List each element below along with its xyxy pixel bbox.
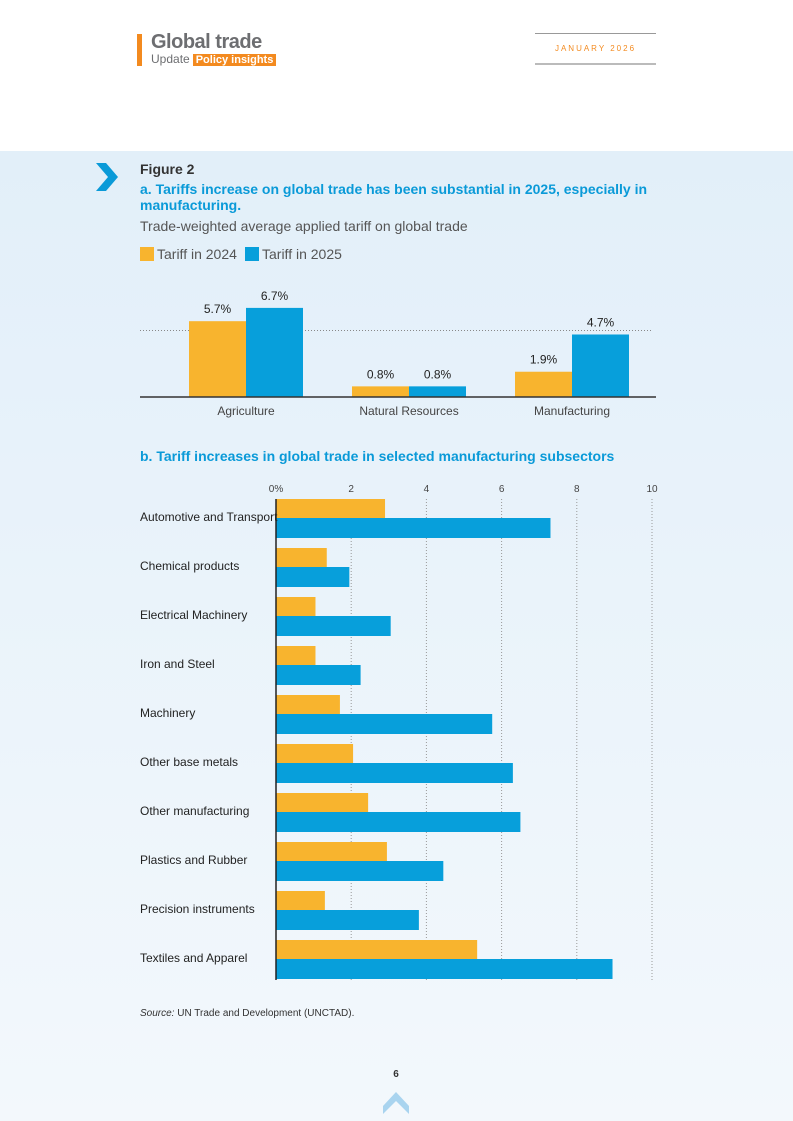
data-label: 1.9% <box>530 353 558 367</box>
tick-label: 8 <box>574 484 580 495</box>
category-label: Precision instruments <box>140 902 255 916</box>
category-label: Electrical Machinery <box>140 608 247 622</box>
bar-2024 <box>276 891 325 910</box>
bar-2025 <box>276 567 350 587</box>
bar-2025 <box>276 812 521 832</box>
tick-label: 4 <box>424 484 430 495</box>
chevron-right-icon <box>96 163 118 191</box>
category-label: Iron and Steel <box>140 657 215 671</box>
category-label: Other manufacturing <box>140 804 249 818</box>
data-label: 6.7% <box>261 289 289 303</box>
chart-a-title: a. Tariffs increase on global trade has … <box>140 181 648 213</box>
category-label: Automotive and Transport <box>140 510 278 524</box>
bar-2024 <box>189 321 246 397</box>
bar-2024 <box>276 597 316 616</box>
brand-bar <box>137 34 142 66</box>
category-label: Machinery <box>140 706 195 720</box>
bar-2025 <box>572 334 629 397</box>
tick-label: 2 <box>348 484 354 495</box>
data-label: 4.7% <box>587 315 615 329</box>
source-note: Source: UN Trade and Development (UNCTAD… <box>140 1008 354 1019</box>
legend-2024: Tariff in 2024 <box>140 246 237 262</box>
legend-label-2024: Tariff in 2024 <box>157 246 237 262</box>
bar-2025 <box>276 763 513 783</box>
data-label: 0.8% <box>424 367 452 381</box>
bar-2025 <box>276 518 551 538</box>
bar-2024 <box>276 499 386 518</box>
tick-label: 10 <box>646 484 658 495</box>
bar-2025 <box>276 616 391 636</box>
bar-2024 <box>276 940 478 959</box>
data-label: 5.7% <box>204 302 232 316</box>
bar-2024 <box>276 793 369 812</box>
legend-swatch-2024 <box>140 247 154 261</box>
figure-label: Figure 2 <box>140 161 195 177</box>
bar-2025 <box>409 386 466 397</box>
bar-2024 <box>276 548 327 567</box>
chart-b-title: b. Tariff increases in global trade in s… <box>140 448 615 464</box>
brand-title: Global trade <box>151 31 262 53</box>
bar-2025 <box>276 861 444 881</box>
bar-2024 <box>276 646 316 665</box>
legend-2025: Tariff in 2025 <box>245 246 342 262</box>
chart-a-subtitle: Trade-weighted average applied tariff on… <box>140 218 468 234</box>
chart-a: 5.7% 6.7% Agriculture 0.8% 0.8% Natural Resou… <box>140 289 656 418</box>
bar-2025 <box>276 910 419 930</box>
source-label: Source: <box>140 1008 175 1019</box>
category-label: Manufacturing <box>534 404 610 418</box>
bar-2024 <box>515 371 572 397</box>
bar-2024 <box>276 842 387 861</box>
legend-swatch-2025 <box>245 247 259 261</box>
data-label: 0.8% <box>367 367 395 381</box>
bar-2025 <box>246 307 303 397</box>
source-text: UN Trade and Development (UNCTAD). <box>174 1008 355 1019</box>
category-label: Other base metals <box>140 755 238 769</box>
update-label: Update <box>151 52 190 66</box>
bar-2025 <box>276 665 361 685</box>
category-label: Natural Resources <box>359 404 458 418</box>
issue-date: JANUARY 2026 <box>535 33 656 65</box>
category-label: Chemical products <box>140 559 239 573</box>
tick-label: 6 <box>499 484 505 495</box>
category-label: Agriculture <box>217 404 275 418</box>
policy-tag: Policy insights <box>192 54 277 66</box>
tick-label: 0% <box>269 484 284 495</box>
chart-b: 0% 2 4 6 8 10 Automotive and Transport Chemical… <box>140 484 658 980</box>
scroll-up-chevron-icon[interactable] <box>383 1090 409 1114</box>
category-label: Plastics and Rubber <box>140 853 247 867</box>
page-number: 6 <box>393 1069 399 1080</box>
bar-2025 <box>276 714 493 734</box>
brand-subtitle: Update Policy insights <box>151 52 277 66</box>
bar-2025 <box>276 959 613 979</box>
bar-2024 <box>276 744 354 763</box>
bar-2024 <box>276 695 340 714</box>
legend-label-2025: Tariff in 2025 <box>262 246 342 262</box>
category-label: Textiles and Apparel <box>140 951 247 965</box>
bar-2024 <box>352 386 409 397</box>
